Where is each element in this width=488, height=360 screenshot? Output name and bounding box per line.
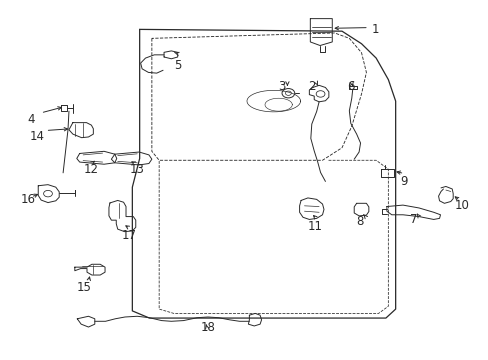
Text: 4: 4 bbox=[27, 113, 35, 126]
Text: 12: 12 bbox=[83, 163, 99, 176]
Text: 7: 7 bbox=[409, 213, 417, 226]
Text: 8: 8 bbox=[356, 215, 363, 228]
Text: 5: 5 bbox=[173, 59, 181, 72]
Text: 2: 2 bbox=[307, 80, 315, 93]
Text: 17: 17 bbox=[122, 229, 136, 242]
Text: 10: 10 bbox=[453, 199, 468, 212]
Text: 14: 14 bbox=[30, 130, 45, 144]
Text: 15: 15 bbox=[76, 281, 91, 294]
Text: 6: 6 bbox=[346, 80, 354, 93]
Text: 3: 3 bbox=[278, 80, 285, 93]
Text: 11: 11 bbox=[307, 220, 322, 233]
Text: 13: 13 bbox=[130, 163, 144, 176]
Text: 16: 16 bbox=[20, 193, 35, 206]
Text: 9: 9 bbox=[400, 175, 407, 188]
Text: 1: 1 bbox=[370, 23, 378, 36]
Text: 18: 18 bbox=[200, 320, 215, 333]
